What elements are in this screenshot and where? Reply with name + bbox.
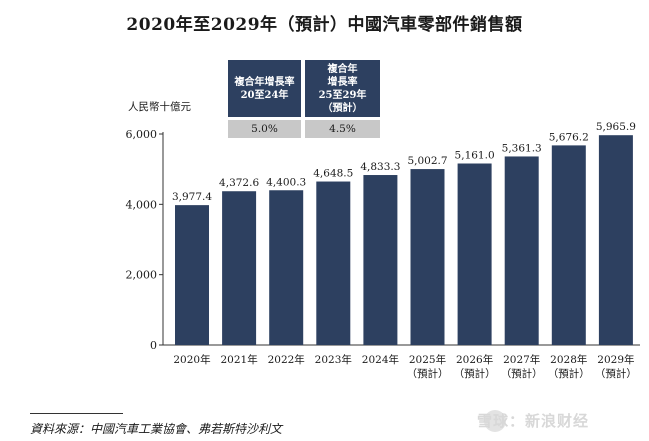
x-tick-label: 2026年 — [456, 353, 493, 366]
bar — [457, 163, 492, 345]
x-tick-label: 2028年 — [550, 353, 587, 366]
x-tick-label: 2025年 — [409, 353, 446, 366]
bar — [269, 190, 304, 345]
x-tick-note: （預計） — [501, 367, 543, 380]
bar — [410, 169, 445, 345]
bar-value-label: 5,161.0 — [455, 150, 495, 162]
source-note: 資料來源：中國汽車工業協會、弗若斯特沙利文 — [30, 422, 283, 436]
cagr-value-2020-2024: 5.0% — [228, 120, 301, 138]
watermark: 雪球：新浪财经 — [477, 412, 590, 430]
bar-value-label: 4,372.6 — [219, 177, 259, 189]
y-tick-label: 0 — [150, 339, 157, 352]
y-tick-label: 4,000 — [126, 198, 158, 211]
bar — [175, 205, 209, 345]
bar-value-label: 4,833.3 — [360, 161, 400, 173]
cagr-header-line: 25至29年 — [318, 89, 367, 101]
bar-value-label: 5,002.7 — [407, 155, 447, 167]
y-tick-label: 6,000 — [126, 128, 158, 141]
cagr-header-2025-2029: 複合年 增長率 25至29年 （預計） — [305, 60, 380, 117]
x-tick-label: 2027年 — [503, 353, 540, 366]
source-divider — [30, 413, 123, 414]
bar-value-label: 5,965.9 — [596, 121, 636, 133]
y-tick-label: 2,000 — [126, 269, 158, 282]
cagr-header-line: 複合年 — [327, 63, 358, 75]
x-tick-label: 2021年 — [220, 353, 257, 366]
bar-value-label: 3,977.4 — [172, 191, 212, 203]
x-tick-label: 2023年 — [315, 353, 352, 366]
bar-value-label: 4,400.3 — [266, 176, 306, 188]
cagr-value-2025-2029: 4.5% — [305, 120, 380, 138]
x-tick-note: （預計） — [548, 367, 590, 380]
x-tick-note: （預計） — [595, 367, 637, 380]
y-axis-unit-label: 人民幣十億元 — [128, 101, 191, 113]
x-tick-label: 2024年 — [362, 353, 399, 366]
x-tick-label: 2022年 — [268, 353, 305, 366]
bar-value-label: 5,676.2 — [549, 131, 589, 143]
watermark-logo-icon — [484, 410, 506, 432]
cagr-header-line: 複合年增長率 — [234, 76, 295, 88]
bar — [222, 191, 257, 345]
x-tick-label: 2029年 — [597, 353, 634, 366]
x-tick-label: 2020年 — [173, 353, 210, 366]
bar-value-label: 4,648.5 — [313, 168, 353, 180]
x-tick-note: （預計） — [407, 367, 449, 380]
bar — [363, 175, 398, 345]
cagr-header-2020-2024: 複合年增長率 20至24年 — [228, 60, 301, 117]
x-tick-note: （預計） — [454, 367, 496, 380]
cagr-header-line: 增長率 — [327, 76, 358, 88]
cagr-header-line: （預計） — [322, 102, 363, 114]
bar — [551, 145, 586, 345]
bar-value-label: 5,361.3 — [502, 142, 542, 154]
cagr-header-line: 20至24年 — [240, 89, 289, 101]
chart-title: 2020年至2029年（預計）中國汽車零部件銷售額 — [126, 15, 523, 35]
bar — [598, 135, 633, 345]
bar — [316, 181, 351, 345]
bar — [504, 156, 539, 345]
